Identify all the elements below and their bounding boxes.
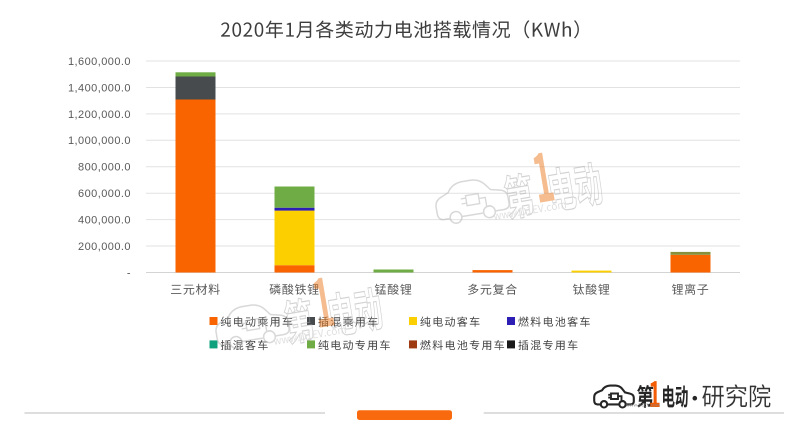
svg-text:1,400,000.0: 1,400,000.0 [68, 82, 131, 94]
svg-text:600,000.0: 600,000.0 [78, 188, 131, 200]
svg-text:1,200,000.0: 1,200,000.0 [68, 109, 131, 121]
svg-text:400,000.0: 400,000.0 [78, 215, 131, 227]
svg-text:800,000.0: 800,000.0 [78, 162, 131, 174]
svg-text:200,000.0: 200,000.0 [78, 241, 131, 253]
svg-text:-: - [127, 267, 131, 279]
svg-text:1,600,000.0: 1,600,000.0 [68, 56, 131, 68]
svg-text:1,000,000.0: 1,000,000.0 [68, 135, 131, 147]
